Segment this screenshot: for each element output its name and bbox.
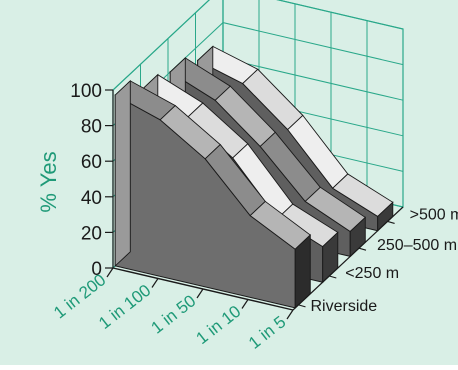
y-tick-label: 20: [81, 223, 102, 244]
z-tick-label: >500 m: [410, 206, 458, 223]
z-tick-label: Riverside: [311, 298, 378, 315]
y-axis-label: % Yes: [36, 151, 61, 212]
z-tick-label: 250–500 m: [377, 237, 457, 254]
z-tick-label: <250 m: [345, 265, 399, 282]
y-tick-label: 40: [81, 188, 102, 209]
y-tick-label: 60: [81, 152, 102, 173]
y-tick-label: 100: [70, 81, 102, 102]
series-left-cap: [115, 81, 130, 266]
y-tick-label: 80: [81, 117, 102, 138]
